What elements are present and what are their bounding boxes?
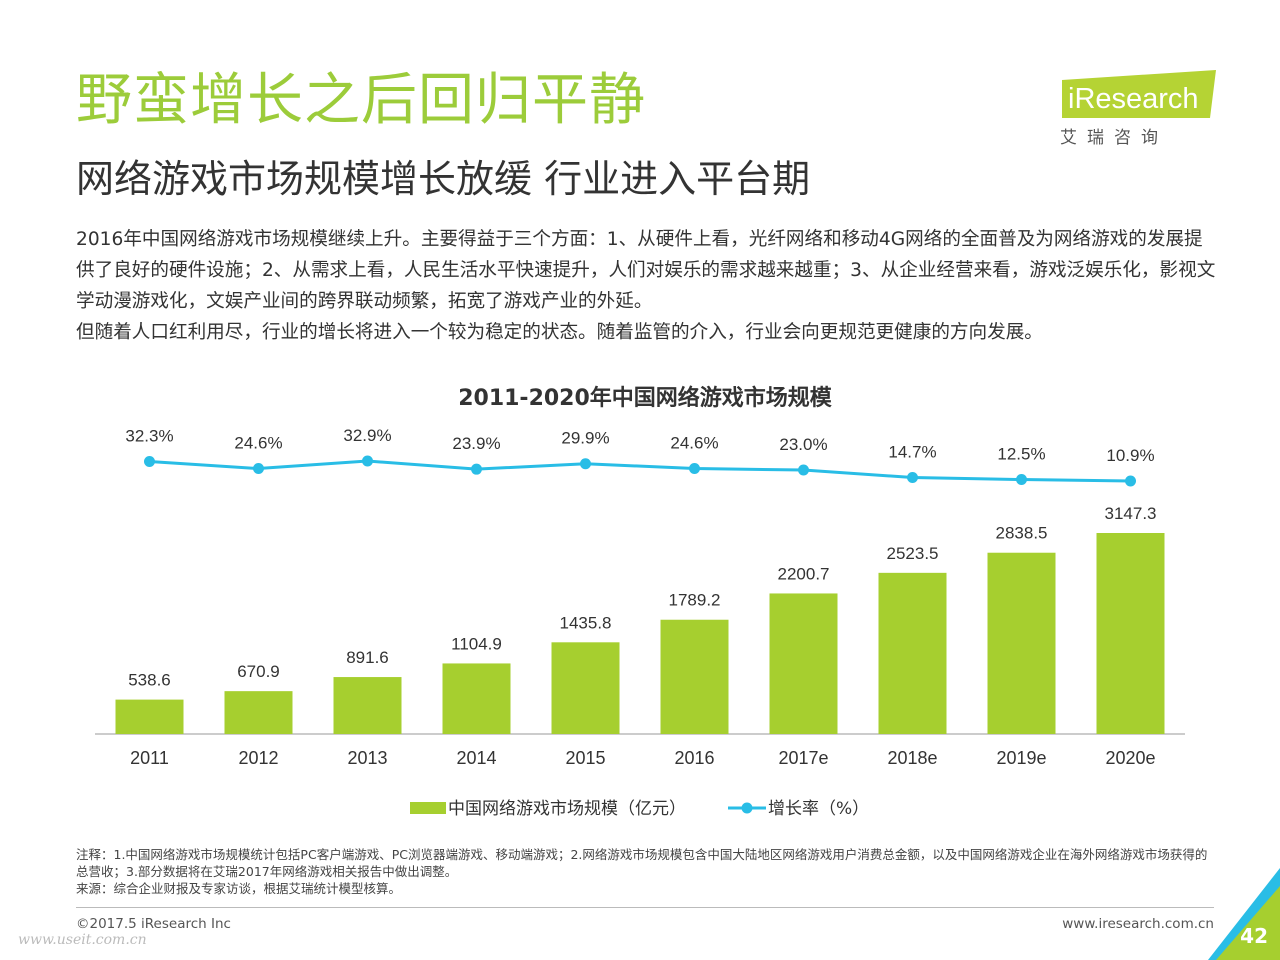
legend-line-label: 增长率（%） bbox=[768, 799, 869, 819]
website-link[interactable]: www.iresearch.com.cn bbox=[1062, 916, 1214, 932]
growth-point-2012 bbox=[253, 463, 264, 475]
x-tick-2017e: 2017e bbox=[778, 748, 828, 768]
bar-label-2017e: 2200.7 bbox=[778, 564, 830, 583]
bar-label-2014: 1104.9 bbox=[451, 634, 502, 653]
market-size-chart: 538.6 2011 670.9 2012 891.6 2013 1104.9 2014 143… bbox=[95, 426, 1185, 819]
legend-bar-label: 中国网络游戏市场规模（亿元） bbox=[448, 799, 686, 819]
legend-bar-swatch bbox=[410, 802, 446, 814]
bar-2014 bbox=[442, 663, 511, 734]
growth-point-2017e bbox=[798, 464, 809, 476]
page-number: 42 bbox=[1240, 924, 1268, 948]
bar-2016 bbox=[660, 619, 729, 734]
svg-text:艾瑞咨询: 艾瑞咨询 bbox=[1060, 128, 1168, 148]
x-tick-2018e: 2018e bbox=[887, 748, 937, 768]
source-text: 来源：综合企业财报及专家访谈，根据艾瑞统计模型核算。 bbox=[76, 881, 402, 896]
growth-label-2016: 24.6% bbox=[670, 434, 718, 453]
watermark: www.useit.com.cn bbox=[18, 932, 147, 948]
growth-label-2017e: 23.0% bbox=[779, 435, 827, 454]
bar-2012 bbox=[224, 691, 293, 734]
growth-label-2018e: 14.7% bbox=[888, 443, 936, 462]
iresearch-logo: iResearch 艾瑞咨询 bbox=[1060, 70, 1216, 148]
growth-point-2011 bbox=[144, 456, 155, 468]
growth-point-2013 bbox=[362, 455, 373, 467]
growth-line bbox=[149, 459, 1131, 483]
x-tick-2020e: 2020e bbox=[1105, 748, 1155, 768]
growth-point-2016 bbox=[689, 463, 700, 475]
growth-label-2012: 24.6% bbox=[234, 434, 282, 453]
bar-2011 bbox=[115, 699, 184, 734]
bar-label-2013: 891.6 bbox=[346, 648, 389, 667]
x-tick-2014: 2014 bbox=[456, 748, 496, 768]
intro-paragraph-1: 2016年中国网络游戏市场规模继续上升。主要得益于三个方面：1、从硬件上看，光纤… bbox=[76, 229, 1216, 312]
x-tick-2012: 2012 bbox=[238, 748, 278, 768]
x-tick-2019e: 2019e bbox=[996, 748, 1046, 768]
x-tick-2013: 2013 bbox=[347, 748, 387, 768]
growth-label-2019e: 12.5% bbox=[997, 445, 1045, 464]
growth-point-2015 bbox=[580, 458, 591, 470]
note-text: 注释：1.中国网络游戏市场规模统计包括PC客户端游戏、PC浏览器端游戏、移动端游… bbox=[76, 847, 1208, 879]
growth-point-2019e bbox=[1016, 474, 1027, 486]
footer-divider bbox=[76, 907, 1214, 908]
bar-label-2016: 1789.2 bbox=[669, 591, 721, 610]
svg-text:iResearch: iResearch bbox=[1068, 83, 1199, 115]
chart-title: 2011-2020年中国网络游戏市场规模 bbox=[458, 386, 832, 411]
growth-point-2018e bbox=[907, 472, 918, 484]
growth-point-2020e bbox=[1125, 475, 1136, 487]
page-subtitle: 网络游戏市场规模增长放缓 行业进入平台期 bbox=[76, 157, 811, 201]
bar-2013 bbox=[333, 677, 402, 734]
corner-decoration bbox=[1208, 868, 1280, 960]
x-tick-2011: 2011 bbox=[130, 748, 169, 768]
bar-2018e bbox=[878, 572, 947, 734]
legend-line-marker bbox=[741, 802, 753, 814]
intro-paragraph-2: 但随着人口红利用尽，行业的增长将进入一个较为稳定的状态。随着监管的介入，行业会向… bbox=[76, 322, 1043, 343]
chart-notes: 注释：1.中国网络游戏市场规模统计包括PC客户端游戏、PC浏览器端游戏、移动端游… bbox=[76, 846, 1216, 897]
intro-text: 2016年中国网络游戏市场规模继续上升。主要得益于三个方面：1、从硬件上看，光纤… bbox=[76, 224, 1216, 348]
growth-label-2014: 23.9% bbox=[452, 434, 500, 453]
bar-label-2012: 670.9 bbox=[237, 662, 280, 681]
bar-2017e bbox=[769, 593, 838, 734]
bar-2015 bbox=[551, 642, 620, 734]
growth-label-2020e: 10.9% bbox=[1106, 446, 1154, 465]
growth-label-2011: 32.3% bbox=[125, 427, 173, 446]
x-tick-2016: 2016 bbox=[674, 748, 714, 768]
bar-label-2020e: 3147.3 bbox=[1105, 504, 1157, 523]
growth-label-2015: 29.9% bbox=[561, 429, 609, 448]
growth-point-2014 bbox=[471, 463, 482, 475]
page-title: 野蛮增长之后回归平静 bbox=[76, 68, 646, 133]
bar-2020e bbox=[1096, 533, 1165, 734]
growth-label-2013: 32.9% bbox=[343, 426, 391, 445]
bar-label-2019e: 2838.5 bbox=[996, 524, 1048, 543]
bar-label-2011: 538.6 bbox=[128, 671, 171, 690]
copyright: ©2017.5 iResearch Inc bbox=[76, 916, 231, 932]
bar-2019e bbox=[987, 552, 1056, 734]
bar-label-2018e: 2523.5 bbox=[887, 544, 939, 563]
bar-label-2015: 1435.8 bbox=[560, 613, 612, 632]
x-tick-2015: 2015 bbox=[565, 748, 605, 768]
